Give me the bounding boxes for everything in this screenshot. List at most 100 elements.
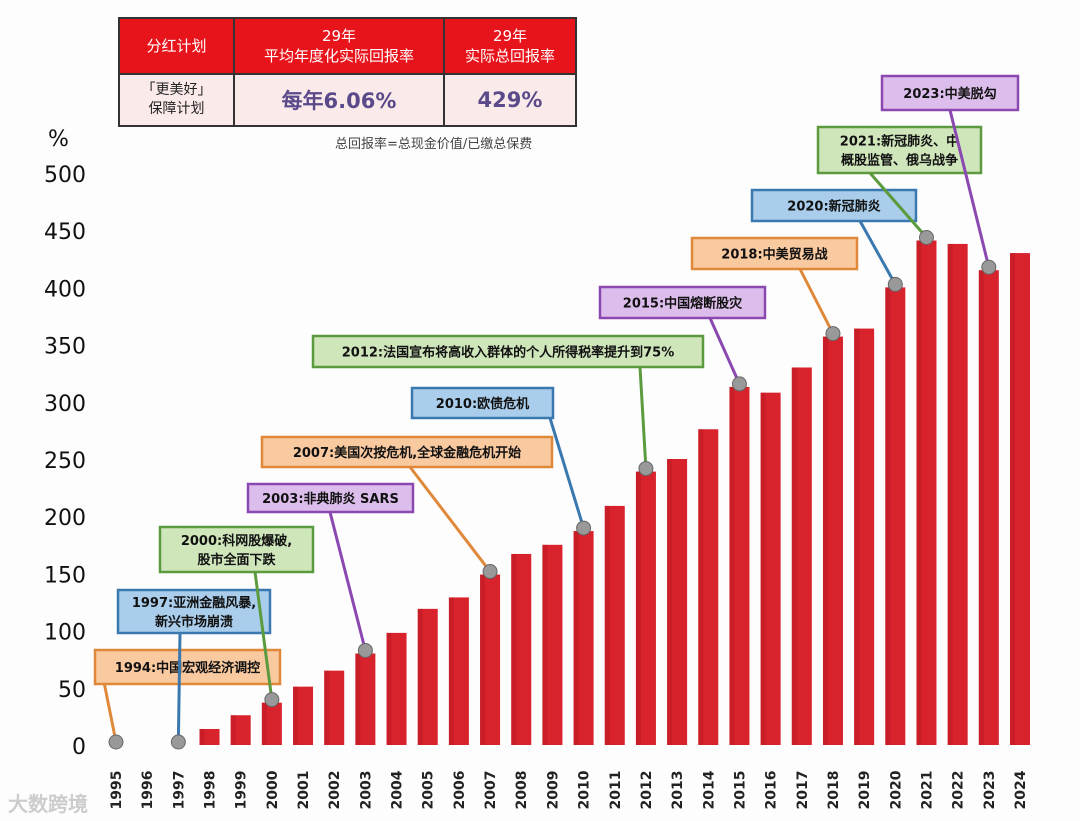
y-tick-label: 50	[58, 678, 86, 703]
x-tick-label: 2001	[296, 771, 312, 810]
bar-2011	[604, 505, 625, 745]
bar-2012	[635, 471, 656, 745]
x-tick-label: 2013	[670, 771, 686, 810]
annotation-marker	[482, 564, 498, 580]
x-tick-label: 2018	[826, 771, 842, 810]
y-tick-label: 300	[44, 392, 86, 417]
x-tick-label: 2020	[888, 770, 904, 809]
annotation-marker	[108, 734, 124, 750]
y-tick-label: 200	[44, 506, 86, 531]
bar-shade	[230, 715, 236, 745]
annual-return: 每年6.06%	[233, 73, 445, 127]
annotation-box-1995	[93, 648, 282, 686]
bar-shade	[698, 429, 704, 745]
annotation-marker	[918, 229, 934, 245]
y-tick-label: 150	[44, 563, 86, 588]
bar-shade	[822, 336, 828, 745]
y-tick-label: 350	[44, 335, 86, 360]
y-tick-label: 450	[44, 220, 86, 245]
y-axis-label: %	[48, 127, 69, 152]
x-tick-label: 2024	[1013, 770, 1029, 809]
bar-shade	[667, 459, 673, 745]
annotation-leader	[253, 571, 274, 700]
x-tick-label: 2008	[514, 771, 530, 810]
bar-shade	[324, 670, 330, 745]
annotation-marker	[264, 692, 280, 708]
bar-shade	[729, 386, 735, 745]
bar-2003	[355, 653, 376, 745]
annotation-marker	[981, 259, 997, 275]
header-total: 29年 实际总回报率	[443, 17, 577, 75]
annotation-text: 2021:新冠肺炎、中	[840, 134, 959, 150]
x-tick-label: 2015	[732, 771, 748, 810]
x-tick-label: 2023	[982, 771, 998, 810]
plan-name: 「更美好」 保障计划	[118, 73, 235, 127]
x-tick-label: 2019	[857, 771, 873, 810]
bar-2023	[978, 270, 999, 745]
bar-shade	[480, 574, 486, 745]
x-tick-label: 2004	[390, 770, 406, 809]
annotation-text: 2010:欧债危机	[436, 396, 529, 412]
annotation-text: 2000:科网股爆破,	[181, 533, 292, 549]
bar-shade	[916, 240, 922, 745]
y-tick-label: 250	[44, 449, 86, 474]
annotation-leader	[948, 109, 991, 268]
annotation-text: 新兴市场崩溃	[155, 614, 233, 630]
bar-shade	[635, 471, 641, 745]
bar-shade	[573, 531, 579, 745]
bar-2014	[698, 429, 719, 745]
annotation-leader	[328, 511, 367, 651]
x-tick-label: 2012	[639, 771, 655, 810]
x-tick-label: 2005	[421, 771, 437, 810]
bar-shade	[854, 328, 860, 745]
annotation-marker	[357, 642, 373, 658]
formula-note: 总回报率=总现金价值/已缴总保费	[335, 137, 533, 152]
annotation-box-2007	[260, 435, 554, 469]
annotation-leader	[638, 366, 648, 469]
bar-shade	[355, 653, 361, 745]
bar-2013	[667, 459, 688, 745]
bar-shade	[885, 287, 891, 745]
bar-2005	[417, 608, 438, 745]
annotation-marker	[638, 461, 654, 477]
annotation-text: 概股监管、俄乌战争	[841, 153, 958, 169]
x-tick-label: 2021	[919, 771, 935, 810]
watermark: 大数跨境	[8, 792, 88, 816]
annotation-box-2018	[690, 236, 859, 271]
annotation-leader	[708, 317, 741, 385]
annotation-box-2000	[158, 525, 315, 574]
bar-2004	[386, 632, 407, 745]
annotation-box-2021	[816, 125, 983, 175]
bar-shade	[542, 544, 548, 745]
annotation-leader	[408, 466, 492, 573]
y-tick-label: 0	[72, 735, 86, 760]
bar-shade	[791, 367, 797, 745]
annotation-marker	[731, 376, 747, 392]
annotation-text: 2015:中国熔断股灾	[623, 296, 743, 312]
bar-1998	[199, 728, 220, 745]
x-tick-label: 2003	[358, 771, 374, 810]
annotation-leader	[176, 632, 182, 743]
bar-2000	[261, 702, 282, 745]
bar-shade	[261, 702, 267, 745]
bar-shade	[978, 270, 984, 745]
total-return: 429%	[443, 73, 577, 127]
header-annual: 29年 平均年度化实际回报率	[233, 17, 445, 75]
plan-line2: 保障计划	[148, 101, 205, 117]
annotation-marker	[825, 326, 841, 342]
x-tick-label: 2007	[483, 771, 499, 810]
x-tick-label: 2010	[577, 770, 593, 809]
bar-2010	[573, 531, 594, 745]
bar-2016	[760, 392, 781, 745]
bar-shade	[947, 243, 953, 746]
bar-2002	[324, 670, 345, 745]
x-tick-label: 1999	[234, 771, 250, 810]
bar-shade	[1010, 253, 1015, 745]
bar-2020	[885, 287, 906, 745]
x-tick-label: 2014	[701, 770, 717, 809]
bar-shade	[448, 597, 454, 745]
header-plan: 分红计划	[118, 17, 235, 75]
x-tick-label: 1998	[203, 771, 219, 810]
